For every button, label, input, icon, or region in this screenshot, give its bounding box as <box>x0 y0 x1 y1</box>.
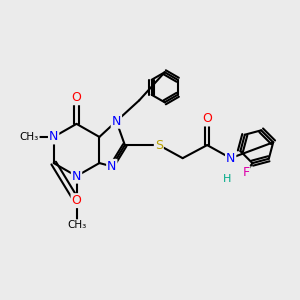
Text: F: F <box>242 167 249 179</box>
Text: S: S <box>155 139 163 152</box>
Text: N: N <box>112 115 121 128</box>
Text: N: N <box>72 169 81 183</box>
Text: N: N <box>107 160 116 173</box>
Text: CH₃: CH₃ <box>20 132 39 142</box>
Text: H: H <box>223 174 231 184</box>
Text: N: N <box>49 130 58 143</box>
Text: O: O <box>72 91 81 104</box>
Text: O: O <box>202 112 212 125</box>
Text: N: N <box>226 152 236 165</box>
Text: O: O <box>72 194 81 207</box>
Text: CH₃: CH₃ <box>67 220 86 230</box>
